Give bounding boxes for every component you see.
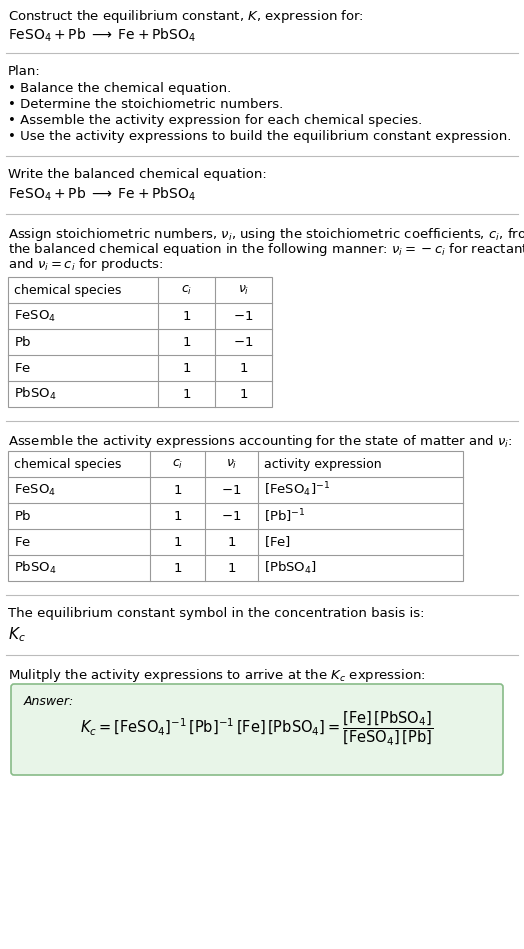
Text: 1: 1: [173, 535, 182, 549]
Text: • Determine the stoichiometric numbers.: • Determine the stoichiometric numbers.: [8, 98, 283, 111]
Text: $c_i$: $c_i$: [172, 457, 183, 471]
Text: $K_c$: $K_c$: [8, 625, 26, 643]
Text: $-1$: $-1$: [221, 483, 242, 496]
Text: $-1$: $-1$: [221, 510, 242, 523]
Text: Mulitply the activity expressions to arrive at the $K_c$ expression:: Mulitply the activity expressions to arr…: [8, 667, 426, 684]
Text: $c_i$: $c_i$: [181, 284, 192, 296]
Text: $\nu_i$: $\nu_i$: [238, 284, 249, 296]
Text: Answer:: Answer:: [24, 695, 74, 708]
Text: $\mathrm{FeSO_4 + Pb \;\longrightarrow\; Fe + PbSO_4}$: $\mathrm{FeSO_4 + Pb \;\longrightarrow\;…: [8, 27, 196, 45]
Text: The equilibrium constant symbol in the concentration basis is:: The equilibrium constant symbol in the c…: [8, 607, 424, 620]
Text: $-1$: $-1$: [233, 309, 254, 323]
Bar: [8, 277, 272, 407]
Text: 1: 1: [182, 387, 191, 400]
Text: $\nu_i$: $\nu_i$: [226, 457, 237, 471]
Text: $\mathrm{FeSO_4}$: $\mathrm{FeSO_4}$: [14, 482, 56, 497]
Text: 1: 1: [182, 362, 191, 375]
Text: Assemble the activity expressions accounting for the state of matter and $\nu_i$: Assemble the activity expressions accoun…: [8, 433, 512, 450]
Text: Plan:: Plan:: [8, 65, 41, 78]
Text: the balanced chemical equation in the following manner: $\nu_i = -c_i$ for react: the balanced chemical equation in the fo…: [8, 241, 524, 258]
Text: $\mathrm{PbSO_4}$: $\mathrm{PbSO_4}$: [14, 386, 57, 402]
Text: 1: 1: [182, 336, 191, 348]
Text: 1: 1: [173, 510, 182, 523]
Text: $[\mathrm{PbSO_4}]$: $[\mathrm{PbSO_4}]$: [264, 560, 317, 576]
Text: Construct the equilibrium constant, $K$, expression for:: Construct the equilibrium constant, $K$,…: [8, 8, 364, 25]
Text: 1: 1: [173, 483, 182, 496]
Text: $1$: $1$: [239, 387, 248, 400]
Bar: [8, 451, 463, 581]
Text: $\mathrm{PbSO_4}$: $\mathrm{PbSO_4}$: [14, 560, 57, 576]
Text: $-1$: $-1$: [233, 336, 254, 348]
Text: $\mathrm{FeSO_4 + Pb \;\longrightarrow\; Fe + PbSO_4}$: $\mathrm{FeSO_4 + Pb \;\longrightarrow\;…: [8, 186, 196, 203]
Text: Assign stoichiometric numbers, $\nu_i$, using the stoichiometric coefficients, $: Assign stoichiometric numbers, $\nu_i$, …: [8, 226, 524, 243]
Text: • Use the activity expressions to build the equilibrium constant expression.: • Use the activity expressions to build …: [8, 130, 511, 143]
Text: • Assemble the activity expression for each chemical species.: • Assemble the activity expression for e…: [8, 114, 422, 127]
Text: $\mathrm{FeSO_4}$: $\mathrm{FeSO_4}$: [14, 308, 56, 324]
Text: chemical species: chemical species: [14, 284, 122, 296]
Text: $[\mathrm{Fe}]$: $[\mathrm{Fe}]$: [264, 534, 291, 549]
Text: $[\mathrm{FeSO_4}]^{-1}$: $[\mathrm{FeSO_4}]^{-1}$: [264, 480, 330, 499]
Text: $1$: $1$: [227, 562, 236, 574]
Text: $\mathrm{Fe}$: $\mathrm{Fe}$: [14, 362, 31, 375]
FancyBboxPatch shape: [11, 684, 503, 775]
Text: chemical species: chemical species: [14, 457, 122, 471]
Text: $\mathrm{Pb}$: $\mathrm{Pb}$: [14, 509, 32, 523]
Text: 1: 1: [182, 309, 191, 323]
Text: $\mathrm{Pb}$: $\mathrm{Pb}$: [14, 335, 32, 349]
Text: Write the balanced chemical equation:: Write the balanced chemical equation:: [8, 168, 267, 181]
Text: $K_c = [\mathrm{FeSO_4}]^{-1}\,[\mathrm{Pb}]^{-1}\,[\mathrm{Fe}]\,[\mathrm{PbSO_: $K_c = [\mathrm{FeSO_4}]^{-1}\,[\mathrm{…: [80, 709, 434, 747]
Text: activity expression: activity expression: [264, 457, 381, 471]
Text: • Balance the chemical equation.: • Balance the chemical equation.: [8, 82, 231, 95]
Text: $1$: $1$: [239, 362, 248, 375]
Text: $\mathrm{Fe}$: $\mathrm{Fe}$: [14, 535, 31, 549]
Text: 1: 1: [173, 562, 182, 574]
Text: $1$: $1$: [227, 535, 236, 549]
Text: $[\mathrm{Pb}]^{-1}$: $[\mathrm{Pb}]^{-1}$: [264, 507, 305, 525]
Text: and $\nu_i = c_i$ for products:: and $\nu_i = c_i$ for products:: [8, 256, 163, 273]
